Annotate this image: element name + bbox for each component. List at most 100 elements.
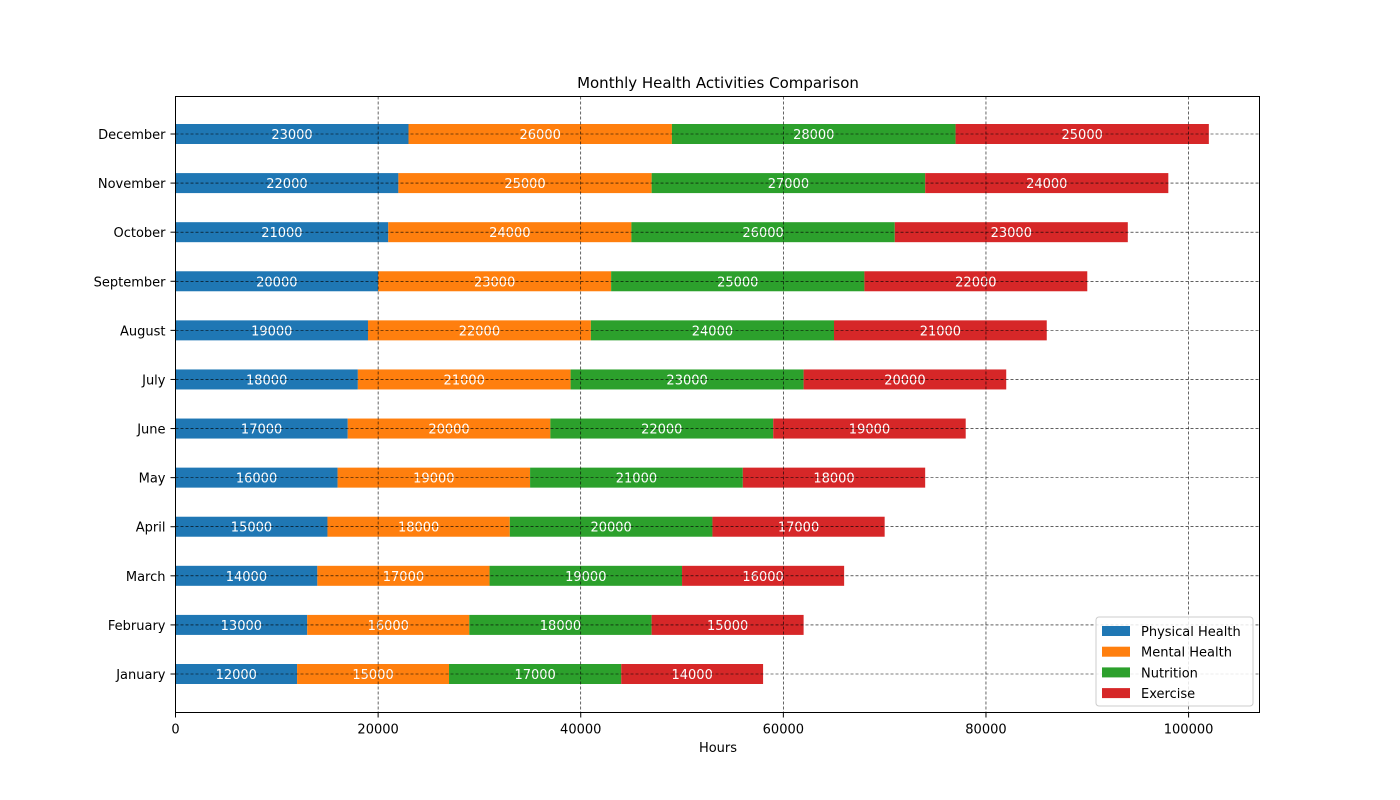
- bar-value-label: 15000: [352, 668, 393, 683]
- bar: [671, 124, 956, 144]
- bar-value-label: 23000: [991, 226, 1032, 241]
- y-tick-label: November: [98, 177, 166, 192]
- axes: 0 20000 40000 60000 80000 100000 January Februa…: [94, 128, 1214, 738]
- bar: [834, 320, 1047, 341]
- x-tick-label: 0: [171, 723, 179, 738]
- x-tick-label: 20000: [357, 723, 398, 738]
- bar: [449, 664, 622, 684]
- bar-value-label: 19000: [849, 423, 890, 438]
- bar-value-label: 28000: [793, 128, 834, 143]
- x-axis-label: Hours: [699, 741, 737, 756]
- bar-value-label: 15000: [707, 619, 748, 634]
- legend-label: Exercise: [1141, 687, 1195, 702]
- bar-value-label: 20000: [428, 423, 469, 438]
- bar: [408, 124, 672, 144]
- y-tick-label: July: [141, 373, 166, 388]
- y-tick-label: March: [126, 570, 166, 585]
- y-tick-label: September: [94, 275, 167, 290]
- bar-value-label: 26000: [742, 226, 783, 241]
- legend-swatch: [1102, 667, 1130, 678]
- bar-value-label: 25000: [1062, 128, 1103, 143]
- legend-swatch: [1102, 688, 1130, 699]
- bar-value-label: 13000: [221, 619, 262, 634]
- bar-value-label: 24000: [489, 226, 530, 241]
- bar: [347, 418, 551, 439]
- legend-swatch: [1102, 626, 1130, 636]
- bar-value-label: 21000: [920, 324, 961, 339]
- y-tick-label: February: [108, 619, 166, 634]
- bar: [357, 369, 571, 390]
- bar-value-label: 20000: [884, 373, 925, 388]
- x-tick-label: 80000: [965, 723, 1006, 738]
- bar-value-label: 17000: [241, 423, 282, 438]
- bar-value-label: 21000: [444, 373, 485, 388]
- bar-value-label: 26000: [520, 128, 561, 143]
- bar: [469, 614, 652, 635]
- bar: [773, 418, 966, 439]
- bar: [388, 222, 632, 243]
- bar-value-label: 16000: [236, 472, 277, 487]
- bar-value-label: 22000: [459, 324, 500, 339]
- bar: [378, 271, 612, 292]
- bar-value-label: 22000: [266, 177, 307, 192]
- x-tick-label: 60000: [763, 723, 804, 738]
- bar-value-label: 27000: [768, 177, 809, 192]
- bar-value-label: 24000: [1026, 177, 1067, 192]
- bar-value-label: 18000: [398, 521, 439, 536]
- bar-value-label: 17000: [514, 668, 555, 683]
- bar-value-label: 16000: [368, 619, 409, 634]
- bar-value-label: 20000: [256, 275, 297, 290]
- bar: [327, 516, 510, 537]
- legend-label: Mental Health: [1141, 646, 1232, 661]
- y-tick-label: October: [113, 226, 166, 241]
- x-tick-label: 100000: [1164, 723, 1214, 738]
- bar: [712, 516, 885, 537]
- bar-value-label: 22000: [641, 423, 682, 438]
- bar-value-label: 12000: [216, 668, 257, 683]
- bar-value-label: 21000: [616, 472, 657, 487]
- y-tick-label: August: [120, 324, 166, 339]
- y-tick-label: June: [136, 423, 165, 438]
- chart-title: Monthly Health Activities Comparison: [577, 74, 859, 92]
- bar: [337, 467, 531, 488]
- y-tick-label: December: [98, 128, 166, 143]
- bar-value-label: 25000: [504, 177, 545, 192]
- legend-label: Physical Health: [1141, 625, 1241, 640]
- bar-value-label: 18000: [246, 373, 287, 388]
- bars: 12000 15000 17000 14000 13000 16000 18000 15000…: [175, 124, 1209, 684]
- bar-value-label: 15000: [231, 521, 272, 536]
- y-tick-label: April: [136, 521, 166, 536]
- bar: [803, 369, 1007, 390]
- bar: [367, 320, 591, 341]
- x-tick-label: 40000: [560, 723, 601, 738]
- legend-label: Nutrition: [1141, 666, 1198, 681]
- y-tick-label: January: [115, 668, 166, 683]
- plot-frame: [175, 96, 1260, 713]
- bar-value-label: 18000: [540, 619, 581, 634]
- bar-value-label: 20000: [590, 521, 631, 536]
- bar-value-label: 22000: [955, 275, 996, 290]
- bar-value-label: 17000: [778, 521, 819, 536]
- bar-value-label: 14000: [226, 570, 267, 585]
- bar-value-label: 16000: [742, 570, 783, 585]
- bar-value-label: 25000: [717, 275, 758, 290]
- bar-value-label: 19000: [251, 324, 292, 339]
- y-tick-label: May: [139, 472, 166, 487]
- bar: [398, 173, 652, 194]
- bar-value-label: 17000: [383, 570, 424, 585]
- bar-value-label: 23000: [474, 275, 515, 290]
- bar-value-label: 21000: [261, 226, 302, 241]
- bar-value-label: 19000: [413, 472, 454, 487]
- bar-value-label: 23000: [666, 373, 707, 388]
- legend-box: [1095, 616, 1254, 707]
- bar-value-label: 23000: [271, 128, 312, 143]
- grid-lines: [175, 96, 1260, 713]
- bar-value-label: 18000: [813, 472, 854, 487]
- legend-swatch: [1102, 646, 1130, 657]
- bar-value-label: 14000: [671, 668, 712, 683]
- bar-value-label: 19000: [565, 570, 606, 585]
- legend: Physical Health Mental Health Nutrition Exe…: [1095, 616, 1254, 707]
- bar-value-label: 24000: [692, 324, 733, 339]
- bar: [742, 467, 926, 488]
